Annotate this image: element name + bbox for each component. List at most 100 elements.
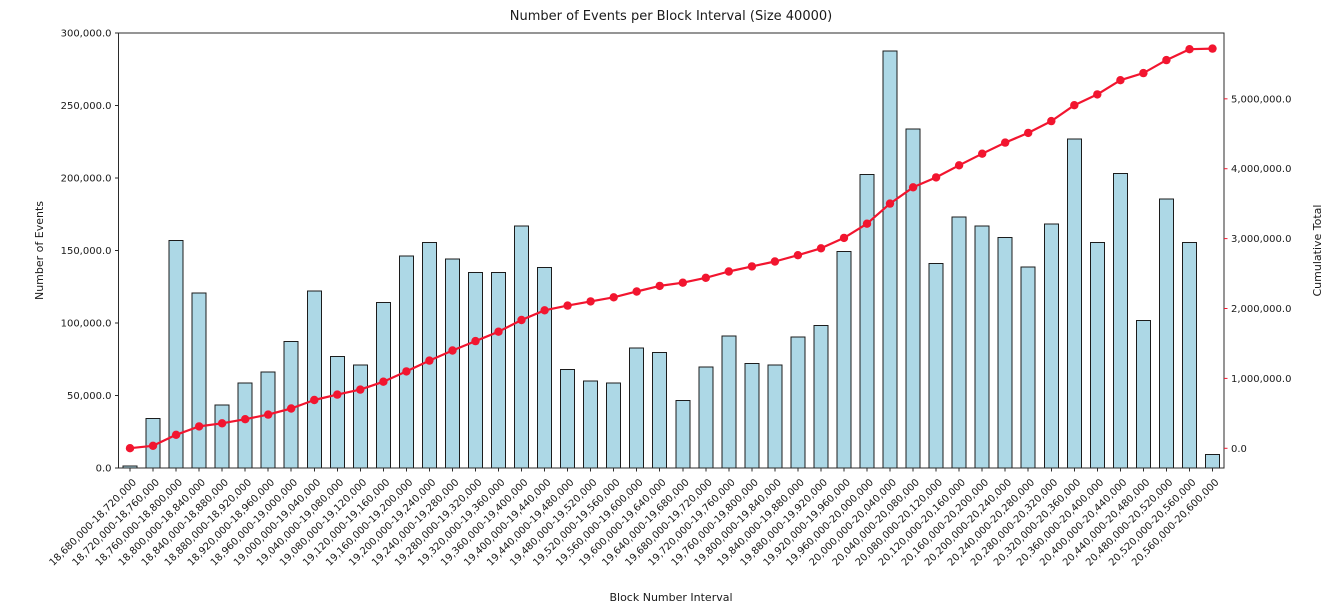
bar: [790, 336, 806, 469]
y-tick-label-right: 1,000,000.0: [1231, 374, 1291, 385]
bar: [352, 364, 368, 469]
bar: [468, 272, 483, 469]
cumulative-point: [655, 281, 664, 291]
bar: [214, 404, 230, 469]
bar: [1158, 198, 1174, 469]
bar: [260, 371, 276, 469]
cumulative-point: [1001, 138, 1010, 147]
cumulative-point: [701, 273, 710, 282]
bar: [767, 364, 783, 469]
bar: [1135, 319, 1151, 469]
bar: [537, 267, 553, 469]
cumulative-point: [931, 173, 941, 182]
y-axis-title-right: Cumulative Total: [1311, 205, 1324, 297]
y-tick-label-left: 300,000.0: [61, 29, 112, 40]
cumulative-point: [171, 430, 181, 439]
cumulative-point: [839, 233, 849, 243]
cumulative-point: [609, 293, 618, 302]
bar: [306, 290, 322, 469]
bar: [1089, 242, 1105, 469]
bar: [744, 363, 760, 469]
bar: [698, 366, 714, 469]
cumulative-point: [517, 315, 526, 325]
cumulative-point: [908, 183, 918, 192]
cumulative-point: [793, 251, 803, 260]
y-tick-label-left: 150,000.0: [61, 246, 112, 257]
bar: [421, 242, 437, 469]
bar: [1112, 172, 1128, 469]
cumulative-point: [862, 219, 872, 228]
cumulative-point: [425, 356, 434, 365]
cumulative-point: [217, 419, 227, 428]
cumulative-point: [1093, 90, 1102, 99]
bar: [813, 324, 829, 469]
cumulative-point: [885, 199, 895, 208]
bar: [1020, 266, 1036, 469]
y-tick-label-left: 200,000.0: [61, 174, 112, 185]
cumulative-line-layer: [125, 44, 1217, 453]
bar: [445, 258, 460, 469]
cumulative-point: [747, 262, 757, 271]
cumulative-point: [148, 441, 158, 450]
cumulative-point: [1162, 55, 1171, 65]
cumulative-point: [1185, 45, 1194, 54]
chart-title: Number of Events per Block Interval (Siz…: [510, 9, 832, 24]
cumulative-point: [264, 410, 273, 419]
cumulative-point: [471, 336, 480, 346]
cumulative-point: [770, 257, 780, 266]
cumulative-point: [379, 377, 388, 386]
cumulative-point: [816, 244, 826, 253]
bar: [882, 50, 898, 469]
bar: [721, 335, 737, 469]
y-tick-label-right: 5,000,000.0: [1231, 94, 1291, 105]
y-tick-label-right: 3,000,000.0: [1231, 234, 1291, 245]
bar: [997, 236, 1013, 469]
bar: [1066, 138, 1082, 469]
bar: [606, 382, 622, 469]
y-tick-label-right: 4,000,000.0: [1231, 164, 1291, 175]
cumulative-point: [287, 404, 296, 413]
bar: [398, 255, 414, 469]
y-tick-label-left: 100,000.0: [61, 319, 112, 330]
bar: [675, 400, 691, 469]
cumulative-point: [333, 390, 342, 399]
y-tick-label-left: 250,000.0: [61, 101, 112, 112]
cumulative-point: [586, 297, 595, 306]
bar: [1043, 223, 1059, 469]
bar: [974, 225, 990, 469]
y-tick-label-right: 2,000,000.0: [1231, 304, 1291, 315]
bar: [491, 272, 506, 469]
bar: [905, 128, 921, 469]
y-axis-title-left: Number of Events: [33, 201, 46, 300]
cumulative-point: [1139, 68, 1148, 78]
bar: [1182, 242, 1197, 469]
cumulative-point: [632, 287, 641, 296]
bar: [583, 380, 599, 469]
cumulative-point: [540, 306, 549, 315]
bar: [329, 356, 345, 469]
y-tick-label-left: 0.0: [96, 464, 112, 475]
cumulative-point: [402, 367, 411, 376]
bar: [237, 382, 253, 469]
cumulative-point: [954, 161, 964, 170]
cumulative-point: [310, 395, 319, 405]
axes-layer: 0.0 50,000.0 100,000.0 150,000.0 200,000.0 25…: [48, 29, 1292, 569]
cumulative-point: [125, 444, 135, 453]
cumulative-point: [978, 149, 987, 158]
bar: [191, 292, 207, 469]
y-tick-label-right: 0.0: [1231, 444, 1247, 455]
bar: [652, 352, 668, 469]
bar: [951, 216, 967, 469]
bar: [1205, 454, 1220, 469]
cumulative-point: [1116, 76, 1125, 85]
cumulative-point: [241, 415, 250, 424]
bars-layer: [122, 50, 1220, 469]
cumulative-point: [724, 267, 733, 276]
cumulative-point: [494, 327, 503, 336]
bar: [560, 369, 576, 469]
cumulative-point: [1070, 101, 1079, 110]
cumulative-point: [448, 346, 457, 355]
cumulative-point: [1023, 128, 1033, 138]
